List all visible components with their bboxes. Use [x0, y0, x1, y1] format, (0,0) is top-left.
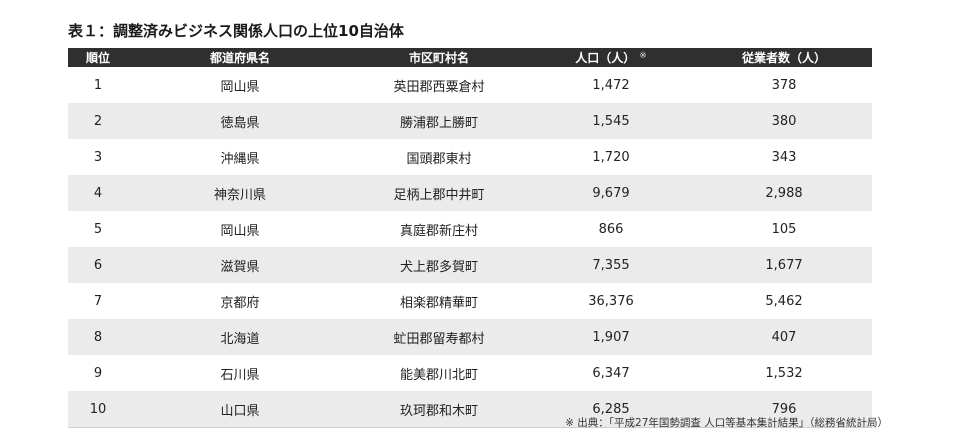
cell-municipality: 能美郡川北町 [399, 367, 478, 383]
table-row: 3 沖縄県 国頭郡東村 1,720 343 [68, 139, 872, 175]
cell-rank: 3 [93, 149, 103, 165]
table-row: 1 岡山県 英田郡西粟倉村 1,472 378 [68, 67, 872, 103]
table-row: 6 滋賀県 犬上郡多賀町 7,355 1,677 [68, 247, 872, 283]
cell-employees: 378 [771, 77, 797, 93]
table-row: 7 京都府 相楽郡精華町 36,376 5,462 [68, 283, 872, 319]
cell-rank: 2 [68, 103, 128, 139]
cell-population: 9,679 [526, 175, 696, 211]
cell-rank: 5 [93, 221, 103, 237]
cell-employees: 5,462 [765, 293, 803, 309]
cell-employees: 343 [771, 149, 797, 165]
cell-employees: 105 [771, 221, 797, 237]
cell-prefecture: 石川県 [220, 367, 260, 383]
cell-prefecture: 北海道 [128, 319, 352, 355]
cell-municipality: 英田郡西粟倉村 [393, 79, 485, 95]
header-population-label: 人口（人） [575, 51, 636, 65]
cell-prefecture: 京都府 [220, 295, 260, 311]
cell-municipality: 玖珂郡和木町 [352, 391, 526, 428]
cell-employees: 796 [696, 391, 872, 428]
table-row: 5 岡山県 真庭郡新庄村 866 105 [68, 211, 872, 247]
cell-rank: 6 [68, 247, 128, 283]
table-row: 8 北海道 虻田郡留寿都村 1,907 407 [68, 319, 872, 355]
cell-population: 1,545 [526, 103, 696, 139]
cell-rank: 9 [93, 365, 103, 381]
cell-prefecture: 沖縄県 [220, 151, 260, 167]
cell-prefecture: 徳島県 [128, 103, 352, 139]
cell-employees: 1,677 [696, 247, 872, 283]
cell-employees: 380 [696, 103, 872, 139]
table-body: 1 岡山県 英田郡西粟倉村 1,472 378 2 徳島県 勝浦郡上勝町 1,545 380 3 沖縄… [68, 67, 872, 428]
cell-rank: 8 [68, 319, 128, 355]
header-municipality: 市区町村名 [352, 48, 526, 67]
cell-population: 6,285 [526, 391, 696, 428]
source-note: ※ 出典：「平成27年国勢調査 人口等基本集計結果」（総務省統計局） [565, 417, 888, 429]
table-row: 9 石川県 能美郡川北町 6,347 1,532 [68, 355, 872, 391]
cell-employees: 2,988 [696, 175, 872, 211]
cell-rank: 7 [93, 293, 103, 309]
header-prefecture: 都道府県名 [128, 48, 352, 67]
table-row: 4 神奈川県 足柄上郡中井町 9,679 2,988 [68, 175, 872, 211]
cell-municipality: 虻田郡留寿都村 [352, 319, 526, 355]
header-population-note-mark: ※ [639, 51, 647, 61]
cell-municipality: 相楽郡精華町 [399, 295, 478, 311]
cell-prefecture: 岡山県 [220, 223, 260, 239]
cell-municipality: 足柄上郡中井町 [352, 175, 526, 211]
table-header-row: 順位 都道府県名 市区町村名 人口（人） ※ 従業者数（人） [68, 48, 872, 67]
header-rank: 順位 [68, 48, 128, 67]
cell-prefecture: 山口県 [128, 391, 352, 428]
cell-municipality: 勝浦郡上勝町 [352, 103, 526, 139]
cell-rank: 10 [68, 391, 128, 428]
ranking-table: 順位 都道府県名 市区町村名 人口（人） ※ 従業者数（人） 1 岡山県 英田郡西粟倉… [68, 48, 872, 428]
cell-employees: 407 [696, 319, 872, 355]
header-population: 人口（人） ※ [526, 48, 696, 67]
cell-prefecture: 神奈川県 [128, 175, 352, 211]
cell-municipality: 真庭郡新庄村 [399, 223, 478, 239]
cell-rank: 4 [68, 175, 128, 211]
cell-prefecture: 滋賀県 [128, 247, 352, 283]
cell-population: 866 [598, 221, 624, 237]
table-row: 10 山口県 玖珂郡和木町 6,285 796 [68, 391, 872, 428]
cell-rank: 1 [93, 77, 103, 93]
cell-employees: 1,532 [765, 365, 803, 381]
cell-population: 7,355 [526, 247, 696, 283]
cell-population: 36,376 [588, 293, 634, 309]
header-employees: 従業者数（人） [696, 48, 872, 67]
cell-municipality: 国頭郡東村 [406, 151, 472, 167]
cell-municipality: 犬上郡多賀町 [352, 247, 526, 283]
cell-population: 1,472 [592, 77, 630, 93]
cell-population: 1,907 [526, 319, 696, 355]
cell-population: 1,720 [592, 149, 630, 165]
cell-prefecture: 岡山県 [220, 79, 260, 95]
table-row: 2 徳島県 勝浦郡上勝町 1,545 380 [68, 103, 872, 139]
cell-population: 6,347 [592, 365, 630, 381]
table-title: 表１：調整済みビジネス関係人口の上位10自治体 [68, 22, 404, 40]
